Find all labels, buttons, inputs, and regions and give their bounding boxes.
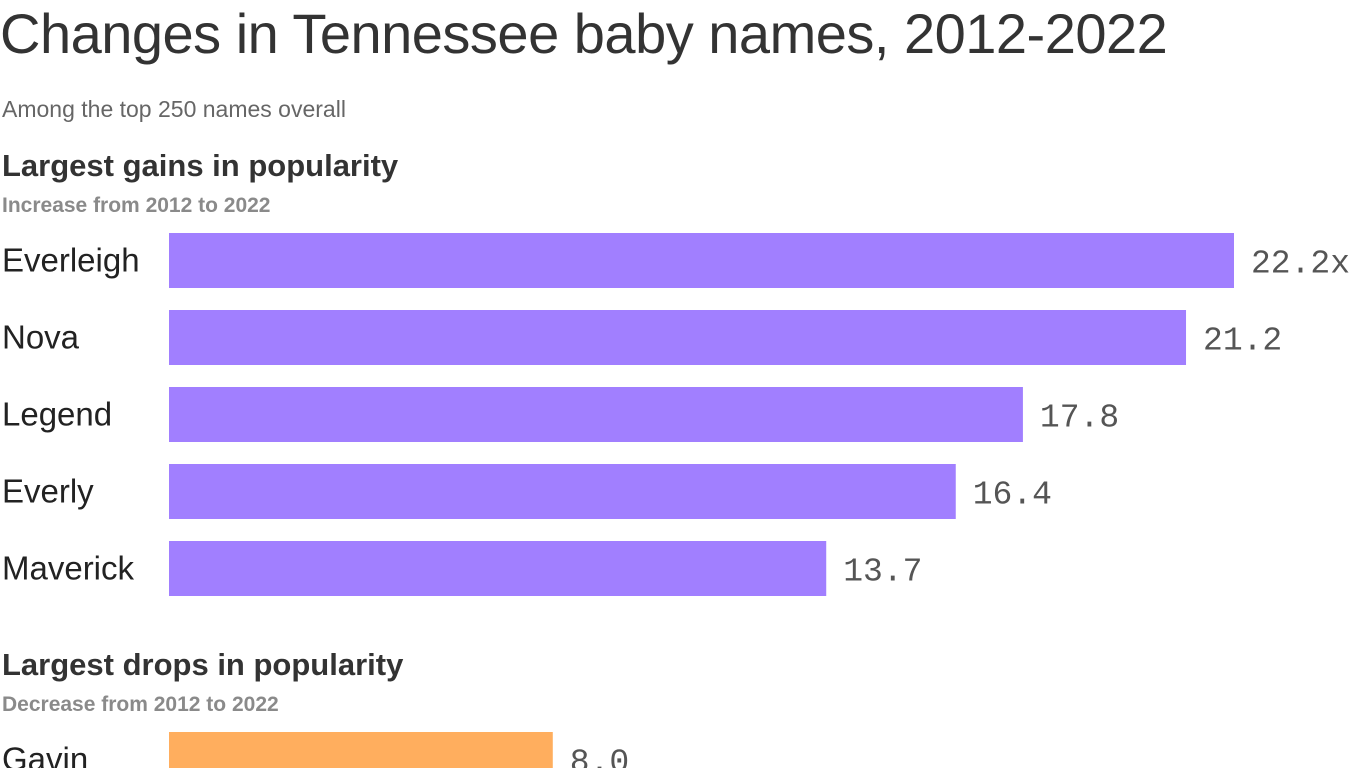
category-label-legend: Legend [2,396,112,433]
drops-section-title: Largest drops in popularity [2,647,404,682]
value-label-nova: 21.2 [1203,323,1282,360]
category-label-everly: Everly [2,473,94,510]
category-label-gavin: Gavin [2,741,88,768]
drops-section-subtitle: Decrease from 2012 to 2022 [2,693,279,716]
chart-subtitle: Among the top 250 names overall [2,96,346,122]
bar-everly [169,464,956,519]
chart-title: Changes in Tennessee baby names, 2012-20… [0,2,1168,65]
bar-legend [169,387,1023,442]
value-label-maverick: 13.7 [843,554,922,591]
category-label-maverick: Maverick [2,550,135,587]
category-label-everleigh: Everleigh [2,242,140,279]
gains-section-subtitle: Increase from 2012 to 2022 [2,194,271,217]
bar-nova [169,310,1187,365]
value-label-everly: 16.4 [973,477,1052,514]
bar-maverick [169,541,827,596]
bar-gavin [169,732,553,768]
gains-section-title: Largest gains in popularity [2,148,399,183]
category-label-nova: Nova [2,319,80,356]
bar-everleigh [169,233,1234,288]
value-label-legend: 17.8 [1040,400,1119,437]
value-label-gavin: 8.0 [570,745,629,768]
value-label-everleigh: 22.2x [1251,246,1350,283]
